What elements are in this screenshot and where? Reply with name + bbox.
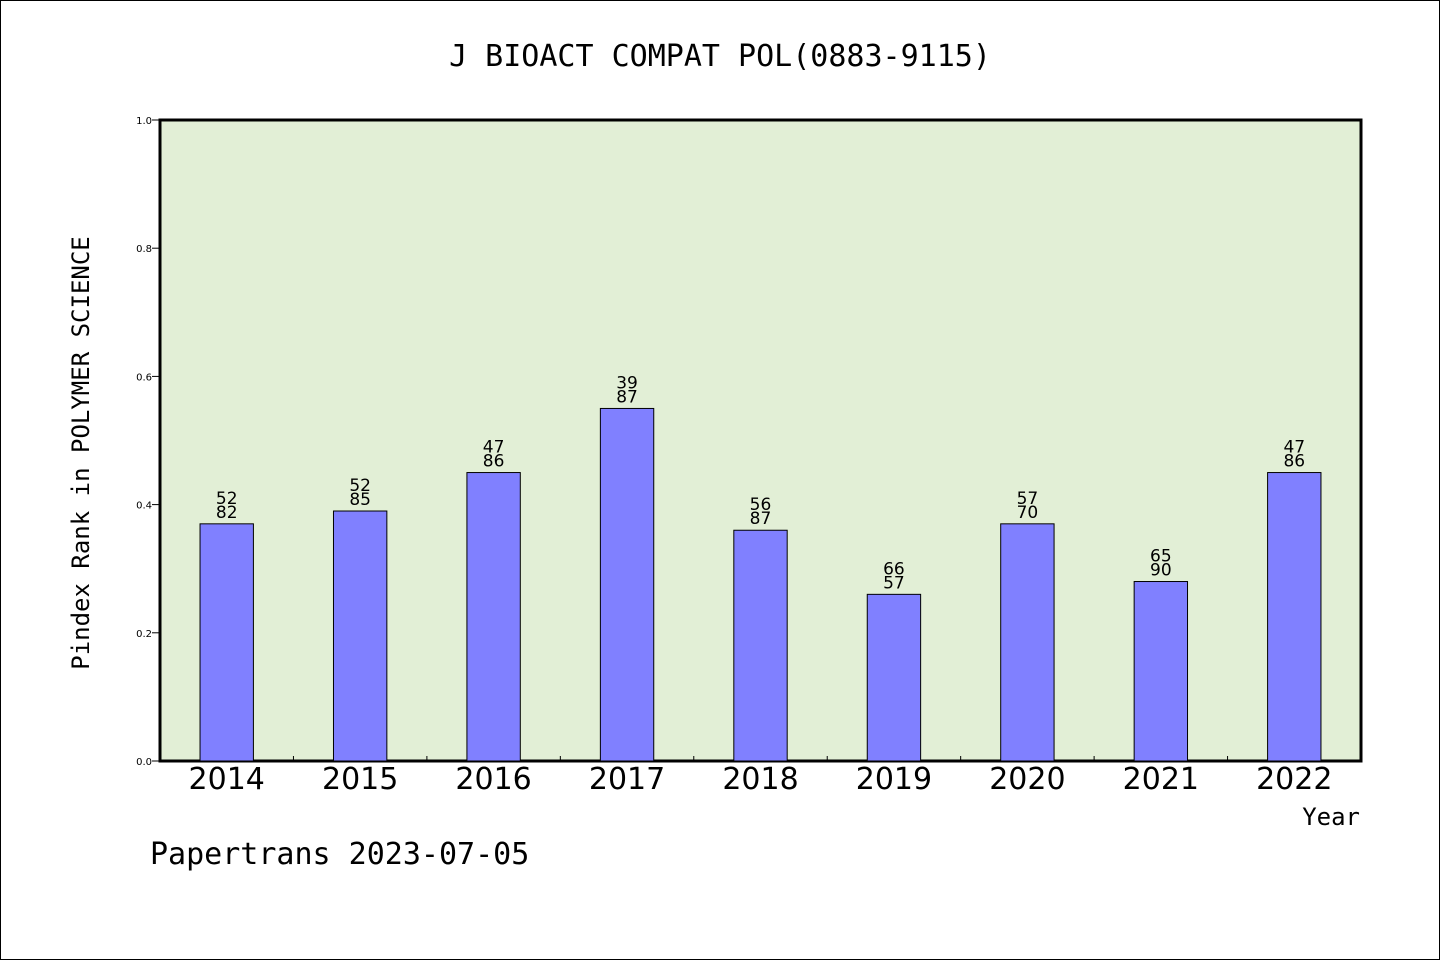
x-tick-label: 2018 [722,762,798,797]
bar-label-top: 66 [883,559,905,579]
x-axis: 2014 2015 2016 2017 2018 2019 2020 2021 2022 [189,756,1332,797]
y-tick-label: 0.4 [136,501,152,512]
bar-label-bottom: 85 [349,490,371,510]
footer-credit: Papertrans 2023-07-05 [150,837,529,872]
bar-label-bottom: 86 [483,452,505,472]
x-tick-label: 2019 [856,762,932,797]
y-axis: 0.0 0.2 0.4 0.6 0.8 1.0 [136,116,160,768]
x-tick-label: 2022 [1256,762,1332,797]
bar-label-bottom: 70 [1017,503,1039,523]
y-tick-label: 0.2 [136,629,152,640]
bar-label-bottom: 87 [616,387,638,407]
bar [866,593,922,762]
bar-label-top: 65 [1150,547,1172,567]
bar [466,472,521,762]
bar-label-bottom: 82 [216,503,238,523]
chart-title: J BIOACT COMPAT POL(0883-9115) [449,39,991,74]
bar-label-bottom: 86 [1283,452,1305,472]
x-tick-label: 2015 [322,762,398,797]
x-tick-label: 2016 [455,762,531,797]
bar-label-top: 56 [750,495,772,515]
y-axis-label: Pindex Rank in POLYMER SCIENCE [67,236,95,669]
bar [1267,472,1322,762]
bar-label-top: 57 [1017,489,1039,509]
y-tick-label: 1.0 [136,116,152,127]
bar-label-top: 39 [616,373,638,393]
bar [332,510,388,762]
bar [1000,523,1055,762]
bar-label-bottom: 87 [750,509,772,529]
x-tick-label: 2014 [189,762,265,797]
y-tick-label: 0.8 [136,244,152,255]
x-tick-label: 2020 [989,762,1065,797]
bar-label-top: 47 [1283,438,1305,458]
bar-label-top: 52 [349,476,371,496]
bar-label-bottom: 57 [883,573,905,593]
bar [733,529,788,762]
bar [1133,581,1189,762]
y-tick-label: 0.6 [136,372,152,383]
x-axis-label: Year [1302,803,1360,831]
bar-label-top: 47 [483,438,505,458]
x-tick-label: 2017 [589,762,665,797]
x-tick-label: 2021 [1123,762,1199,797]
bar-label-top: 52 [216,489,238,509]
y-tick-label: 0.0 [136,757,152,768]
bar [599,407,655,762]
bar-label-bottom: 90 [1150,561,1172,581]
bar [199,523,254,762]
